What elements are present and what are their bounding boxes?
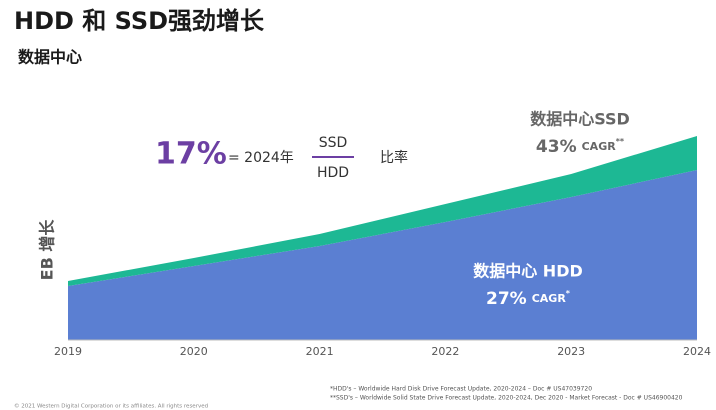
ratio-text: = 2024年	[228, 150, 294, 166]
x-tick-label: 2023	[557, 345, 585, 358]
chart-subtitle: 数据中心	[18, 48, 82, 67]
ratio-word: 比率	[380, 149, 408, 166]
cagr-rate: 27%	[486, 289, 527, 309]
cagr-text: CAGR	[532, 292, 567, 305]
y-axis-label: EB 增长	[38, 219, 57, 281]
series-label: 数据中心SSD	[530, 110, 630, 129]
cagr-mark: **	[616, 137, 625, 146]
series-cagr: 27% CAGR*	[486, 289, 571, 310]
x-tick-label: 2024	[683, 345, 711, 358]
series-cagr: 43% CAGR**	[536, 137, 625, 158]
x-tick-label: 2020	[180, 345, 208, 358]
chart-title: HDD 和 SSD强劲增长	[14, 7, 265, 35]
ratio-denominator: HDD	[317, 165, 349, 181]
ratio-numerator: SSD	[319, 135, 348, 151]
area	[68, 170, 697, 340]
ratio-value: 17%	[155, 137, 227, 172]
area	[68, 136, 697, 286]
footnote: *HDD's – Worldwide Hard Disk Drive Forec…	[330, 386, 592, 393]
footnote: **SSD's – Worldwide Solid State Drive Fo…	[330, 395, 683, 402]
cagr-text: CAGR	[582, 140, 617, 153]
x-tick-label: 2021	[306, 345, 334, 358]
cagr-mark: *	[566, 289, 571, 298]
series-label: 数据中心 HDD	[473, 262, 583, 281]
x-tick-label: 2022	[431, 345, 459, 358]
x-tick-label: 2019	[54, 345, 82, 358]
cagr-rate: 43%	[536, 137, 577, 157]
copyright: © 2021 Western Digital Corporation or it…	[14, 403, 208, 410]
